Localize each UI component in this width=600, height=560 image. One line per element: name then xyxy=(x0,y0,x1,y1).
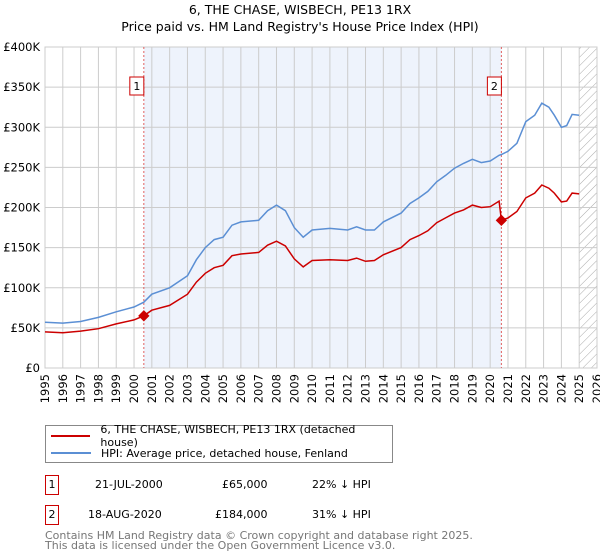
y-tick-label: £350K xyxy=(3,80,40,94)
y-tick-label: £100K xyxy=(3,281,40,295)
transaction-price: £184,000 xyxy=(215,508,268,521)
y-tick-label: £250K xyxy=(3,160,40,174)
x-tick-label: 2000 xyxy=(127,374,141,403)
x-tick-label: 2019 xyxy=(465,374,479,403)
x-tick-label: 2025 xyxy=(572,374,586,403)
transaction-hpi: 22% ↓ HPI xyxy=(312,478,371,491)
x-tick-label: 1995 xyxy=(38,374,52,403)
transaction-date: 18-AUG-2020 xyxy=(88,508,162,521)
price-chart: 1995 1996 1997 1998 1999 2000 2001 2002 2003 2004… xyxy=(3,40,600,403)
x-tick-label: 2015 xyxy=(394,374,408,403)
legend-label: 6, THE CHASE, WISBECH, PE13 1RX (detache… xyxy=(100,423,356,449)
x-tick-label: 2021 xyxy=(501,374,515,403)
sale-label-box xyxy=(129,76,145,96)
legend-item-hpi: HPI: Average price, detached house, Fenl… xyxy=(46,445,348,461)
x-tick-label: 2005 xyxy=(216,374,230,403)
sale-label-box xyxy=(486,76,502,96)
transaction-row: 2 18-AUG-2020 £184,000 31% ↓ HPI xyxy=(45,505,425,525)
x-tick-label: 2003 xyxy=(180,374,194,403)
y-tick-label: £400K xyxy=(3,40,40,54)
transaction-date: 21-JUL-2000 xyxy=(95,478,163,491)
transaction-badge: 1 xyxy=(45,475,59,495)
y-tick-label: £50K xyxy=(11,321,41,335)
x-tick-label: 2010 xyxy=(305,374,319,403)
x-tick-label: 1999 xyxy=(109,374,123,403)
x-tick-label: 2022 xyxy=(519,374,533,403)
x-tick-label: 2001 xyxy=(145,374,159,403)
chart-subtitle: Price paid vs. HM Land Registry's House … xyxy=(121,19,479,34)
sale-point xyxy=(138,310,150,322)
legend-label: HPI: Average price, detached house, Fenl… xyxy=(101,446,348,460)
x-tick-label: 1996 xyxy=(56,374,70,403)
x-tick-label: 1998 xyxy=(91,374,105,403)
legend: 6, THE CHASE, WISBECH, PE13 1RX (detache… xyxy=(45,423,393,463)
x-tick-label: 2004 xyxy=(198,374,212,403)
x-tick-label: 2012 xyxy=(341,374,355,403)
plot-frame xyxy=(44,46,598,369)
x-tick-label: 2008 xyxy=(269,374,283,403)
x-tick-label: 2017 xyxy=(430,374,444,403)
x-tick-label: 2007 xyxy=(252,374,266,403)
sale-point xyxy=(495,214,508,226)
y-tick-label: £300K xyxy=(3,120,40,134)
x-tick-label: 2006 xyxy=(234,374,248,403)
y-tick-label: £200K xyxy=(3,201,40,215)
x-tick-label: 2002 xyxy=(163,374,177,403)
series-line-property xyxy=(44,184,580,334)
x-tick-label: 2014 xyxy=(376,374,390,403)
x-tick-label: 2016 xyxy=(412,374,426,403)
transaction-row: 1 21-JUL-2000 £65,000 22% ↓ HPI xyxy=(45,475,425,495)
transaction-badge: 2 xyxy=(45,505,59,525)
x-tick-label: 2013 xyxy=(359,374,373,403)
x-tick-label: 2026 xyxy=(590,374,600,403)
x-tick-label: 1997 xyxy=(74,374,88,403)
series-line-hpi xyxy=(44,102,580,324)
chart-title: 6, THE CHASE, WISBECH, PE13 1RX xyxy=(188,2,412,17)
transaction-price: £65,000 xyxy=(222,478,268,491)
red-line-swatch xyxy=(51,435,91,437)
y-tick-label: £0 xyxy=(25,361,40,375)
x-tick-label: 2023 xyxy=(537,374,551,403)
sale-label: 2 xyxy=(491,80,498,93)
sale-label: 1 xyxy=(133,80,140,93)
transaction-hpi: 31% ↓ HPI xyxy=(312,508,371,521)
x-tick-label: 2024 xyxy=(554,374,568,403)
x-tick-label: 2011 xyxy=(323,374,337,403)
x-tick-label: 2009 xyxy=(287,374,301,403)
footer-copyright: Contains HM Land Registry data © Crown c… xyxy=(45,529,473,542)
x-tick-label: 2020 xyxy=(483,374,497,403)
legend-item-property: 6, THE CHASE, WISBECH, PE13 1RX (detache… xyxy=(46,423,392,449)
blue-line-swatch xyxy=(51,452,91,454)
x-tick-label: 2018 xyxy=(448,374,462,403)
footer-licence: This data is licensed under the Open Gov… xyxy=(45,539,396,552)
y-tick-label: £150K xyxy=(3,241,40,255)
